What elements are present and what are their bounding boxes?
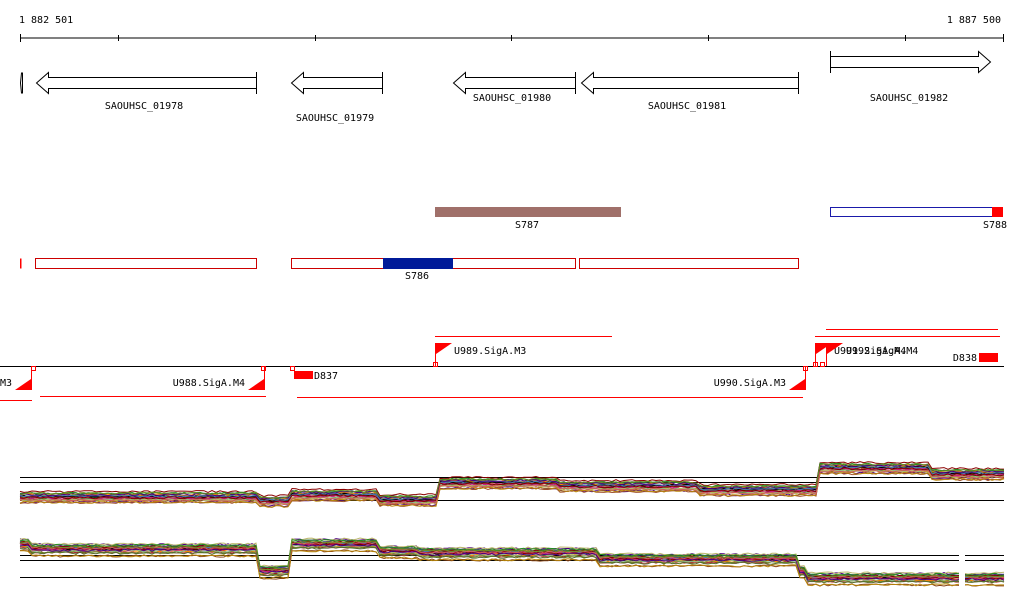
promoter-label: U989.SigA.M3 — [454, 346, 526, 357]
expression-curve — [19, 546, 1005, 584]
expression-curve — [19, 471, 1005, 508]
gene-label: SAOUHSC_01978 — [105, 101, 183, 112]
promoter-u988[interactable]: U988.SigA.M4 — [173, 367, 265, 390]
expression-curve — [19, 543, 1005, 581]
promoter-u989[interactable]: U989.SigA.M3 — [435, 343, 526, 366]
gene-label: SAOUHSC_01982 — [870, 93, 948, 104]
segment-partial[interactable] — [20, 258, 22, 269]
expression-curves-1 — [19, 461, 1005, 508]
segment-box[interactable] — [579, 258, 799, 269]
expression-curve — [19, 462, 1005, 499]
gene-track — [19, 50, 992, 95]
gene-arrow[interactable] — [830, 50, 992, 74]
gene-arrow[interactable] — [580, 71, 799, 95]
gene-label: SAOUHSC_01979 — [296, 113, 374, 124]
segment-track-upper: S787 S788 — [435, 207, 1007, 231]
gene-saouhsc-01981[interactable] — [580, 71, 799, 95]
gene-labels: SAOUHSC_01978 SAOUHSC_01979 SAOUHSC_0198… — [105, 93, 948, 124]
terminator-label: D837 — [314, 371, 338, 382]
promoter-u990[interactable]: U990.SigA.M3 — [714, 367, 806, 390]
expression-track-1 — [19, 461, 1005, 508]
track-gap — [959, 548, 965, 588]
promoter-label: U992.SigA.M4 — [846, 346, 918, 357]
ruler-start-label: 1 882 501 — [19, 15, 73, 26]
expression-curve — [19, 467, 1005, 504]
expression-curves-2 — [19, 537, 1005, 587]
segment-s787[interactable] — [435, 207, 621, 217]
gene-arrow[interactable] — [290, 71, 383, 95]
promoter-label: U988.SigA.M4 — [173, 378, 245, 389]
expression-curve — [19, 540, 1005, 578]
gene-label: SAOUHSC_01980 — [473, 93, 551, 104]
gene-arrow[interactable] — [35, 71, 257, 95]
expression-track-2 — [19, 537, 1005, 588]
expression-curve — [19, 544, 1005, 582]
ruler-end-label: 1 887 500 — [947, 15, 1001, 26]
expression-curve — [19, 465, 1005, 502]
segment-label: S788 — [983, 220, 1007, 231]
terminator-d838[interactable]: D838 — [953, 353, 998, 364]
segment-track-lower — [20, 258, 799, 269]
segment-label: S786 — [405, 271, 429, 282]
promoter-terminator-track: U989.SigA.M3 U991.SigA.M4 U992.SigA.M4 M… — [0, 329, 1004, 401]
expression-curve — [19, 549, 1004, 587]
gene-label: SAOUHSC_01981 — [648, 101, 726, 112]
gene-saouhsc-01982[interactable] — [830, 50, 992, 74]
promoter-u992[interactable]: U992.SigA.M4 — [826, 343, 918, 366]
ruler-ticks — [20, 34, 1004, 42]
gene-saouhsc-01979[interactable] — [290, 71, 383, 95]
promoter-m3[interactable]: M3 — [0, 367, 32, 390]
gene-arrow-partial[interactable] — [19, 72, 23, 94]
expression-curve — [19, 469, 1005, 505]
segment-box[interactable] — [35, 258, 257, 269]
gene-saouhsc-01978[interactable] — [35, 71, 257, 95]
segment-s788-body[interactable] — [830, 207, 993, 217]
coordinate-ruler: 1 882 501 1 887 500 — [19, 15, 1004, 42]
segment-s786[interactable] — [383, 258, 453, 269]
promoter-label: U990.SigA.M3 — [714, 378, 786, 389]
expression-curve — [19, 462, 1005, 499]
promoter-label: U991.SigA.M4 — [834, 346, 906, 357]
terminator-d837[interactable]: D837 — [294, 371, 338, 382]
expression-curve — [19, 541, 1005, 579]
expression-curve — [19, 461, 1004, 498]
expression-curve — [19, 537, 1005, 575]
segment-label: S787 — [515, 220, 539, 231]
terminator-label: D838 — [953, 353, 977, 364]
gene-saouhsc-01980[interactable] — [452, 71, 576, 95]
gene-arrow[interactable] — [452, 71, 576, 95]
promoter-label: M3 — [0, 378, 12, 389]
segment-s788-tip[interactable] — [992, 207, 1003, 217]
feature-extent-lines — [0, 329, 1000, 401]
